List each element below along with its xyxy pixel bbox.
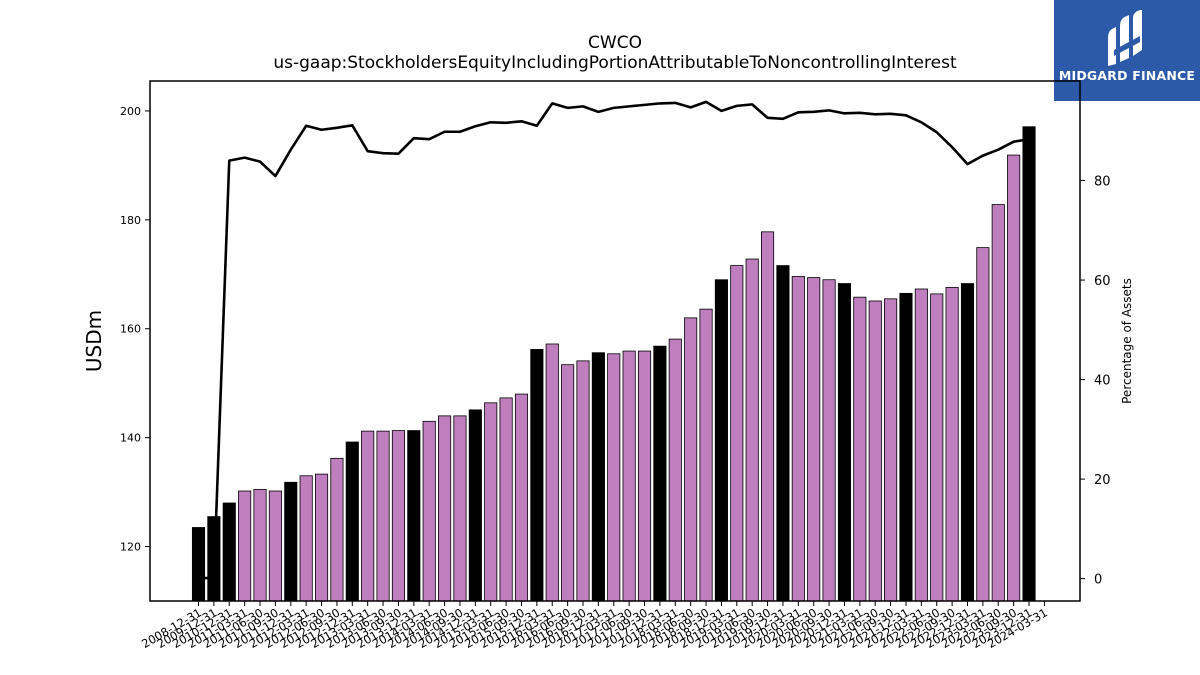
bar-2022-06-30 — [930, 293, 944, 602]
logo-wordmark: MIDGARD FINANCE — [1058, 68, 1196, 83]
bar-2013-06-30 — [376, 430, 390, 602]
series-line-percentage-of-assets — [198, 100, 1030, 580]
brand-logo: MIDGARD FINANCE — [1054, 0, 1200, 101]
bar-2017-09-30 — [637, 350, 652, 602]
bar-2020-03-31 — [791, 276, 805, 602]
chart-title: CWCO — [588, 33, 642, 53]
y2-tick-label-80: 80 — [1094, 175, 1111, 190]
bar-2019-03-31 — [730, 265, 744, 602]
y2-tick-label-60: 60 — [1094, 274, 1111, 289]
bar-2020-06-30 — [807, 277, 821, 602]
bar-2019-06-30 — [745, 258, 759, 602]
y-tick-label-180: 180 — [120, 214, 141, 227]
line-layer — [198, 100, 1030, 580]
bar-2023-09-30 — [1007, 154, 1021, 602]
bar-2014-03-31 — [422, 420, 436, 602]
y-tick-label-200: 200 — [120, 105, 141, 118]
bar-2011-03-31 — [238, 490, 252, 602]
bar-2020-12-31 — [837, 283, 852, 602]
bar-2008-12-31 — [191, 527, 206, 602]
bar-2014-12-31 — [468, 409, 482, 602]
bars-layer — [191, 126, 1036, 602]
bar-2011-06-30 — [253, 488, 267, 602]
bar-2011-09-30 — [268, 490, 282, 602]
bar-2013-09-30 — [391, 430, 405, 602]
bar-2019-09-30 — [761, 231, 775, 602]
bar-2021-06-30 — [868, 300, 882, 602]
bar-2021-03-31 — [853, 296, 867, 602]
y-axis-label: USDm — [82, 310, 106, 372]
bar-2023-03-31 — [976, 247, 990, 602]
bar-2023-06-30 — [991, 204, 1005, 602]
bar-2014-06-30 — [438, 415, 452, 602]
bar-2017-03-31 — [607, 353, 621, 602]
bar-2018-12-31 — [714, 279, 728, 602]
bar-2017-12-31 — [653, 345, 667, 602]
logo-mark-icon — [1108, 10, 1142, 66]
bar-2015-12-31 — [530, 349, 544, 602]
bar-2020-09-30 — [822, 279, 836, 602]
bar-2018-06-30 — [684, 317, 698, 602]
bar-2021-12-31 — [899, 292, 913, 602]
bar-2010-12-31 — [222, 502, 236, 602]
bar-2017-06-30 — [622, 350, 636, 602]
bar-2018-03-31 — [668, 338, 682, 602]
axes-layer: 1201401601802000204060802008-12-312009-1… — [120, 80, 1111, 651]
bar-2015-06-30 — [499, 397, 513, 602]
bar-2012-03-31 — [299, 475, 313, 602]
chart-subtitle: us-gaap:StockholdersEquityIncludingPorti… — [273, 53, 957, 73]
bar-2015-09-30 — [514, 393, 529, 602]
bar-2016-09-30 — [576, 360, 590, 602]
bar-2018-09-30 — [699, 308, 713, 602]
y-tick-label-140: 140 — [120, 432, 141, 445]
bar-2011-12-31 — [284, 481, 298, 602]
bar-2016-03-31 — [545, 343, 559, 602]
bar-2016-06-30 — [561, 364, 575, 602]
bar-2021-09-30 — [884, 298, 898, 602]
bar-2013-03-31 — [361, 430, 375, 602]
bar-2022-12-31 — [960, 283, 975, 602]
bar-2019-12-31 — [776, 265, 790, 602]
bar-2014-09-30 — [453, 415, 467, 602]
y2-tick-label-20: 20 — [1094, 473, 1111, 488]
plot-frame — [149, 80, 1081, 602]
bar-2012-06-30 — [314, 473, 329, 602]
bar-2016-12-31 — [591, 352, 605, 602]
y-tick-label-120: 120 — [120, 541, 141, 554]
bar-2012-09-30 — [330, 457, 344, 602]
y2-axis-label: Percentage of Assets — [1120, 278, 1134, 404]
bar-2022-03-31 — [914, 288, 928, 602]
bar-2012-12-31 — [345, 441, 359, 602]
y-tick-label-160: 160 — [120, 323, 141, 336]
y2-tick-label-0: 0 — [1094, 573, 1102, 588]
y2-tick-label-40: 40 — [1094, 374, 1111, 389]
bar-2022-09-30 — [945, 286, 959, 602]
bar-2013-12-31 — [407, 430, 421, 602]
bar-2015-03-31 — [484, 402, 498, 602]
bar-2023-12-31 — [1022, 126, 1036, 602]
